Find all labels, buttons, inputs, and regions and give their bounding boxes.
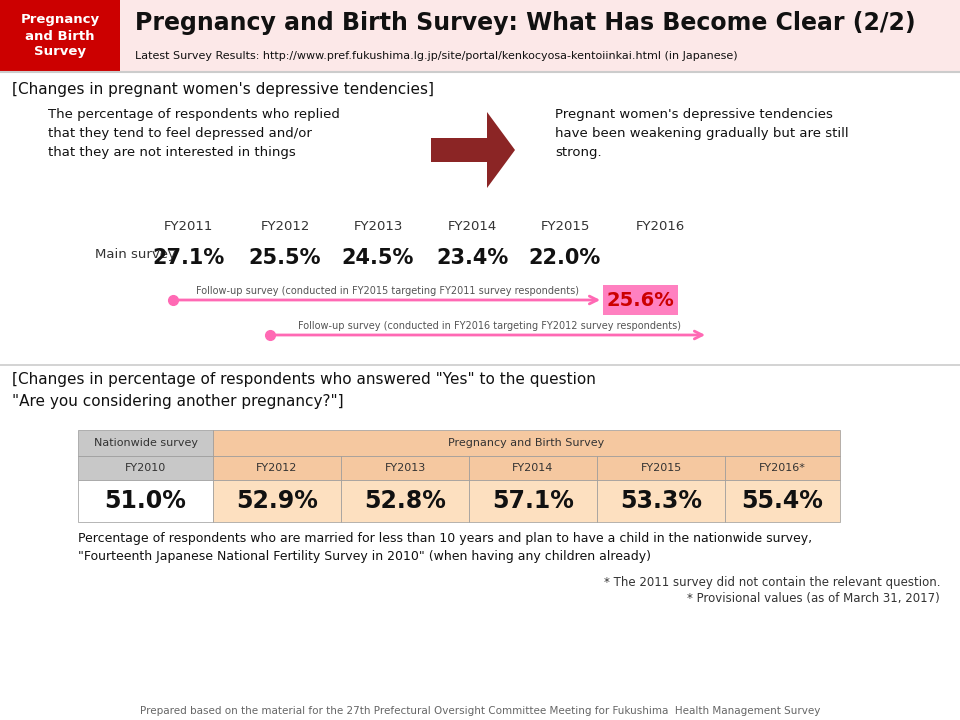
Text: FY2012: FY2012 [256, 463, 298, 473]
Text: 27.1%: 27.1% [152, 248, 224, 268]
Text: FY2014: FY2014 [447, 220, 496, 233]
FancyBboxPatch shape [341, 456, 469, 480]
Text: Pregnancy
and Birth
Survey: Pregnancy and Birth Survey [20, 14, 100, 58]
Text: FY2013: FY2013 [384, 463, 425, 473]
FancyBboxPatch shape [120, 0, 960, 72]
Text: * The 2011 survey did not contain the relevant question.: * The 2011 survey did not contain the re… [604, 576, 940, 589]
FancyBboxPatch shape [78, 456, 213, 480]
FancyBboxPatch shape [603, 285, 678, 315]
Text: 51.0%: 51.0% [105, 489, 186, 513]
FancyBboxPatch shape [213, 456, 341, 480]
Text: FY2014: FY2014 [513, 463, 554, 473]
Text: FY2015: FY2015 [640, 463, 682, 473]
Text: FY2016*: FY2016* [759, 463, 806, 473]
Text: Percentage of respondents who are married for less than 10 years and plan to hav: Percentage of respondents who are marrie… [78, 532, 812, 545]
Text: Nationwide survey: Nationwide survey [93, 438, 198, 448]
FancyBboxPatch shape [0, 0, 120, 72]
Text: FY2013: FY2013 [353, 220, 402, 233]
Text: 52.9%: 52.9% [236, 489, 318, 513]
Text: 24.5%: 24.5% [342, 248, 414, 268]
Text: [Changes in pregnant women's depressive tendencies]: [Changes in pregnant women's depressive … [12, 82, 434, 97]
Text: 23.4%: 23.4% [436, 248, 508, 268]
Text: 55.4%: 55.4% [741, 489, 824, 513]
Text: FY2015: FY2015 [540, 220, 589, 233]
Text: FY2016: FY2016 [636, 220, 684, 233]
FancyBboxPatch shape [213, 480, 341, 522]
Text: [Changes in percentage of respondents who answered "Yes" to the question: [Changes in percentage of respondents wh… [12, 372, 596, 387]
FancyBboxPatch shape [725, 480, 840, 522]
Text: FY2012: FY2012 [260, 220, 310, 233]
Text: FY2010: FY2010 [125, 463, 166, 473]
Text: FY2011: FY2011 [163, 220, 213, 233]
Text: * Provisional values (as of March 31, 2017): * Provisional values (as of March 31, 20… [687, 592, 940, 605]
FancyBboxPatch shape [78, 480, 213, 522]
Text: 53.3%: 53.3% [620, 489, 702, 513]
Text: Follow-up survey (conducted in FY2015 targeting FY2011 survey respondents): Follow-up survey (conducted in FY2015 ta… [197, 286, 580, 296]
Text: Follow-up survey (conducted in FY2016 targeting FY2012 survey respondents): Follow-up survey (conducted in FY2016 ta… [298, 321, 681, 331]
FancyBboxPatch shape [469, 480, 597, 522]
Text: 25.5%: 25.5% [249, 248, 322, 268]
FancyBboxPatch shape [341, 480, 469, 522]
Text: Prepared based on the material for the 27th Prefectural Oversight Committee Meet: Prepared based on the material for the 2… [140, 706, 820, 716]
Text: 57.1%: 57.1% [492, 489, 574, 513]
Text: Main survey: Main survey [95, 248, 176, 261]
FancyBboxPatch shape [78, 430, 213, 456]
Polygon shape [431, 112, 515, 188]
FancyBboxPatch shape [469, 456, 597, 480]
FancyBboxPatch shape [597, 480, 725, 522]
Text: "Fourteenth Japanese National Fertility Survey in 2010" (when having any childre: "Fourteenth Japanese National Fertility … [78, 550, 651, 563]
Text: 25.6%: 25.6% [607, 290, 674, 310]
Text: 22.0%: 22.0% [529, 248, 601, 268]
Text: Pregnant women's depressive tendencies
have been weakening gradually but are sti: Pregnant women's depressive tendencies h… [555, 108, 849, 159]
Text: 52.8%: 52.8% [364, 489, 446, 513]
Text: Pregnancy and Birth Survey: Pregnancy and Birth Survey [448, 438, 605, 448]
Text: "Are you considering another pregnancy?"]: "Are you considering another pregnancy?"… [12, 394, 344, 409]
Text: Latest Survey Results: http://www.pref.fukushima.lg.jp/site/portal/kenkocyosa-ke: Latest Survey Results: http://www.pref.f… [135, 51, 737, 61]
FancyBboxPatch shape [597, 456, 725, 480]
Text: The percentage of respondents who replied
that they tend to feel depressed and/o: The percentage of respondents who replie… [48, 108, 340, 159]
FancyBboxPatch shape [213, 430, 840, 456]
FancyBboxPatch shape [725, 456, 840, 480]
Text: Pregnancy and Birth Survey: What Has Become Clear (2/2): Pregnancy and Birth Survey: What Has Bec… [135, 11, 916, 35]
